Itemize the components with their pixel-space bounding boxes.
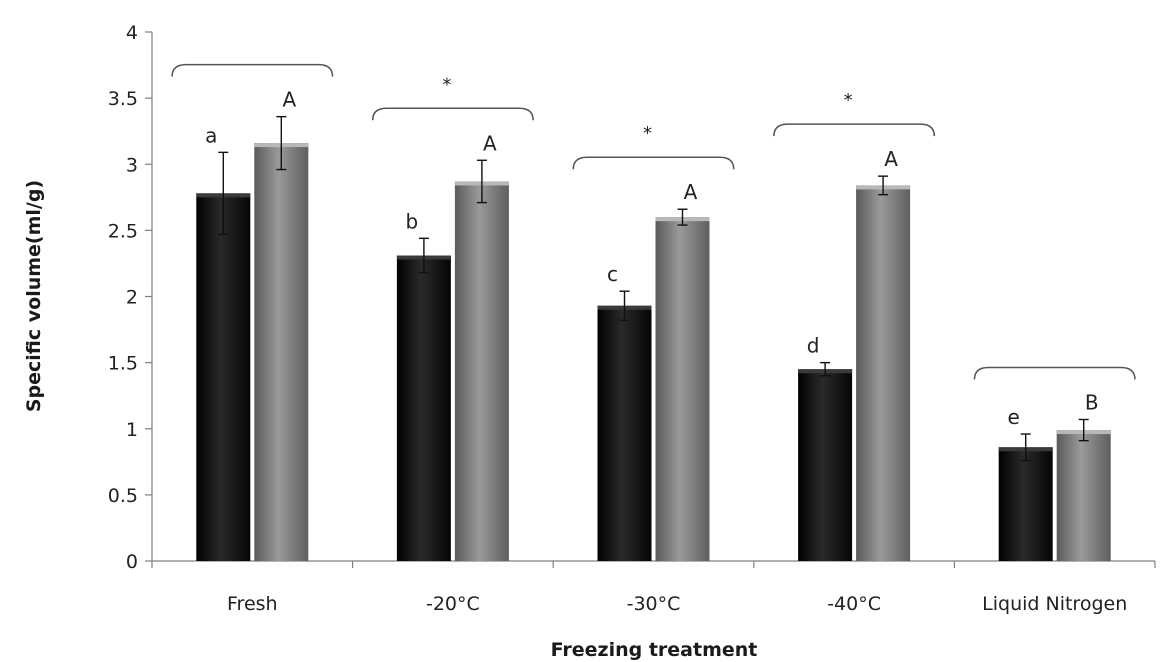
significance-letter: A xyxy=(483,131,497,155)
y-tick-label: 0 xyxy=(126,551,138,573)
bar xyxy=(1056,430,1111,561)
y-tick-label: 3 xyxy=(126,154,138,176)
y-tick-label: 2.5 xyxy=(108,220,138,242)
bar xyxy=(196,193,251,561)
y-tick-label: 0.5 xyxy=(108,485,138,507)
significance-brackets xyxy=(171,63,1136,380)
y-tick-label: 1 xyxy=(126,419,138,441)
x-category-label: Fresh xyxy=(227,593,278,615)
significance-bracket xyxy=(773,123,936,137)
significance-letter: c xyxy=(607,262,618,286)
significance-letter: A xyxy=(282,88,296,112)
y-axis-title: Specific volume(ml/g) xyxy=(23,180,45,412)
x-category-label: -20°C xyxy=(426,593,480,615)
significance-letter: B xyxy=(1085,390,1099,414)
bar xyxy=(396,255,451,561)
y-tick-labels: 0 0.5 1 1.5 2 2.5 3 3.5 4 xyxy=(108,22,138,573)
bar xyxy=(597,305,652,561)
x-category-labels: Fresh -20°C -30°C -40°C Liquid Nitrogen xyxy=(227,593,1127,615)
significance-letter: A xyxy=(884,147,898,171)
significance-bracket xyxy=(973,366,1136,380)
y-tick-label: 2 xyxy=(126,287,138,309)
bar xyxy=(254,143,309,561)
significance-letter: b xyxy=(406,209,419,233)
significance-bracket xyxy=(371,107,534,121)
annotations: a Ab A * c A * d A * e B xyxy=(205,74,1098,429)
x-axis xyxy=(151,560,1156,568)
x-category-label: Liquid Nitrogen xyxy=(982,593,1127,615)
bar xyxy=(655,217,710,561)
y-axis xyxy=(145,31,153,562)
significance-bracket xyxy=(171,63,334,77)
significance-letter: A xyxy=(684,180,698,204)
y-tick-label: 3.5 xyxy=(108,88,138,110)
significance-bracket xyxy=(572,156,735,170)
y-tick-label: 1.5 xyxy=(108,353,138,375)
significance-letter: d xyxy=(807,334,820,358)
significance-star: * xyxy=(643,123,652,144)
significance-letter: a xyxy=(205,123,217,147)
significance-star: * xyxy=(442,74,451,95)
significance-letter: e xyxy=(1008,405,1020,429)
y-tick-label: 4 xyxy=(126,22,138,44)
bar xyxy=(454,181,509,561)
bars xyxy=(196,143,1111,561)
x-axis-title: Freezing treatment xyxy=(551,639,758,661)
x-category-label: -40°C xyxy=(827,593,881,615)
bar xyxy=(856,185,911,561)
x-category-label: -30°C xyxy=(627,593,681,615)
error-bars xyxy=(218,115,1089,462)
significance-star: * xyxy=(844,90,853,111)
bar xyxy=(798,369,853,561)
bar xyxy=(998,447,1053,561)
